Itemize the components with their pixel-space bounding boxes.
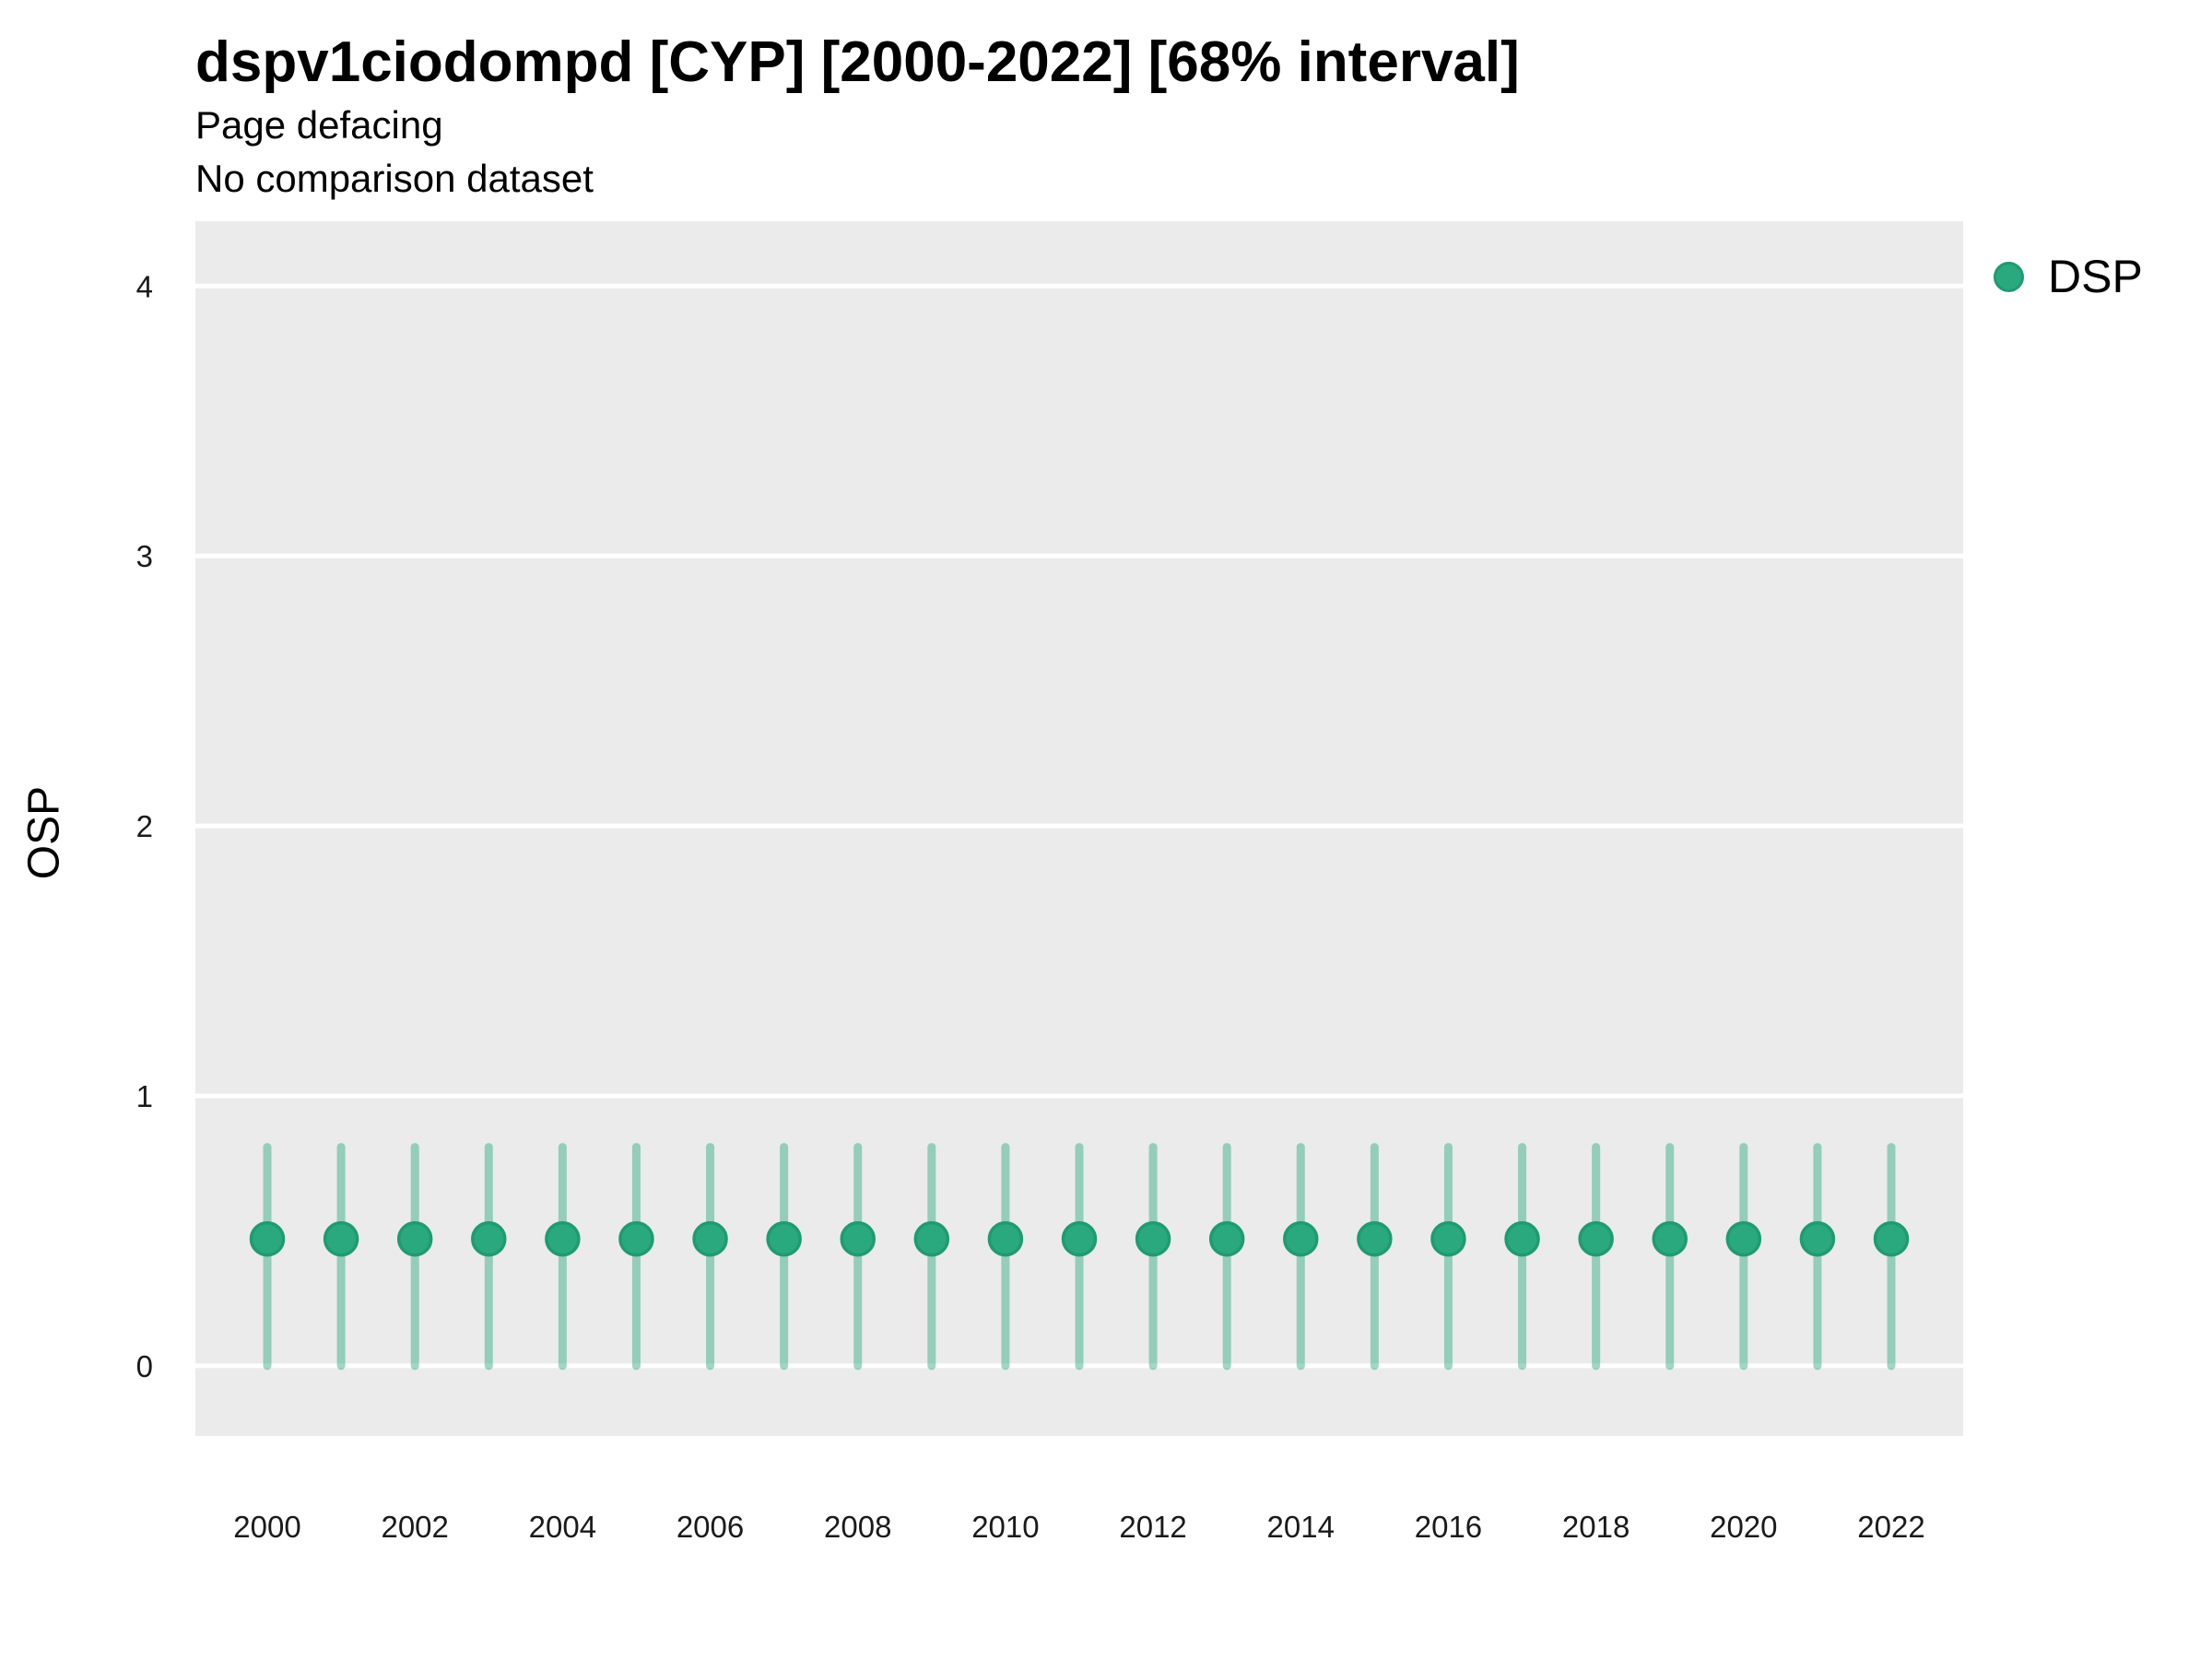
x-tick-label: 2018 (1562, 1510, 1630, 1544)
data-point-2005 (618, 1220, 654, 1257)
y-tick-label: 2 (136, 809, 153, 843)
data-point-2002 (396, 1220, 433, 1257)
y-tick-label: 3 (136, 539, 153, 573)
x-tick-label: 2010 (971, 1510, 1039, 1544)
data-point-2017 (1504, 1220, 1540, 1257)
chart-subtitle: Page defacing (195, 103, 443, 147)
legend-label: DSP (2048, 251, 2143, 302)
legend: DSP (1994, 251, 2143, 302)
y-tick-label: 4 (136, 269, 153, 303)
data-point-2003 (471, 1220, 507, 1257)
data-point-2012 (1135, 1220, 1171, 1257)
data-point-2011 (1061, 1220, 1098, 1257)
x-tick-label: 2000 (233, 1510, 300, 1544)
data-point-2006 (692, 1220, 728, 1257)
data-point-2014 (1283, 1220, 1319, 1257)
x-tick-label: 2014 (1267, 1510, 1335, 1544)
x-tick-label: 2022 (1857, 1510, 1924, 1544)
y-tick-label: 1 (136, 1079, 153, 1113)
legend-marker-icon (1994, 261, 2024, 292)
data-point-2013 (1208, 1220, 1245, 1257)
data-point-2001 (323, 1220, 359, 1257)
data-point-2004 (545, 1220, 581, 1257)
y-tick-label: 0 (136, 1349, 153, 1383)
chart-note: No comparison dataset (195, 157, 594, 200)
x-tick-label: 2002 (381, 1510, 448, 1544)
data-point-2009 (913, 1220, 950, 1257)
y-axis-label: OSP (19, 785, 69, 880)
data-point-2019 (1652, 1220, 1688, 1257)
x-tick-label: 2004 (529, 1510, 596, 1544)
data-point-2016 (1430, 1220, 1466, 1257)
data-point-2007 (766, 1220, 802, 1257)
x-tick-label: 2012 (1119, 1510, 1186, 1544)
x-tick-label: 2008 (824, 1510, 891, 1544)
data-point-2000 (249, 1220, 286, 1257)
data-point-2015 (1357, 1220, 1393, 1257)
data-point-2020 (1725, 1220, 1762, 1257)
data-point-2021 (1799, 1220, 1836, 1257)
data-point-2008 (840, 1220, 876, 1257)
x-tick-label: 2006 (677, 1510, 744, 1544)
data-point-2018 (1578, 1220, 1614, 1257)
data-point-2010 (987, 1220, 1024, 1257)
data-point-2022 (1873, 1220, 1910, 1257)
x-tick-label: 2016 (1415, 1510, 1482, 1544)
x-tick-label: 2020 (1710, 1510, 1777, 1544)
chart-title: dspv1ciodompd [CYP] [2000-2022] [68% int… (195, 30, 1520, 94)
